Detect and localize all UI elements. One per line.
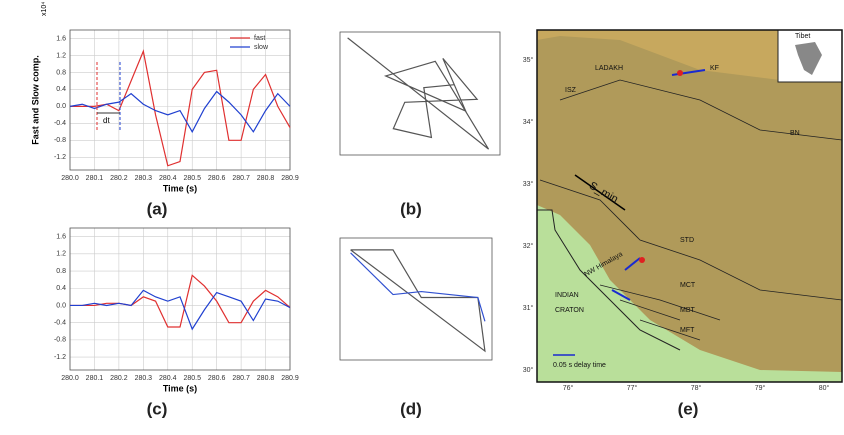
x-tick-label: 280.7 (232, 175, 250, 182)
x-tick-label: 280.7 (232, 375, 250, 382)
y-tick-label: -1.2 (54, 154, 66, 161)
plot-frame (70, 228, 290, 370)
station (639, 257, 645, 263)
map-label: INDIAN (555, 292, 579, 299)
y-tick-label: 0.8 (56, 69, 66, 76)
x-tick-label: 280.3 (135, 375, 153, 382)
series-line (70, 275, 290, 327)
axis-exponent: x10⁴ (41, 2, 48, 16)
lat-label: 35° (523, 56, 534, 64)
panel-caption: (e) (678, 399, 699, 418)
map-label: MBT (680, 307, 696, 314)
map-label: 0.05 s delay time (553, 362, 606, 369)
lat-label: 34° (523, 118, 534, 126)
series-line (351, 250, 485, 351)
lon-label: 77° (627, 384, 638, 392)
x-tick-label: 280.3 (135, 175, 153, 182)
lon-label: 79° (755, 384, 766, 392)
series-line (70, 92, 290, 132)
y-tick-label: -0.8 (54, 137, 66, 144)
lat-label: 30° (523, 366, 534, 374)
y-tick-label: -0.8 (54, 337, 66, 344)
station (677, 70, 683, 76)
x-tick-label: 280.4 (159, 175, 177, 182)
x-tick-label: 280.5 (183, 175, 201, 182)
x-tick-label: 280.8 (257, 375, 275, 382)
panel-caption: (a) (147, 199, 168, 218)
series-line (351, 253, 485, 321)
x-tick-label: 280.6 (208, 175, 226, 182)
annotation: dt (103, 116, 110, 125)
y-tick-label: 1.6 (56, 233, 66, 240)
map-panel: Tibet LADAKH KF ISZ BN S_min STD NW Hima… (537, 30, 842, 418)
lon-label: 80° (819, 384, 830, 392)
x-axis-label: Time (s) (163, 383, 197, 393)
x-tick-label: 280.9 (281, 175, 299, 182)
y-tick-label: 0.8 (56, 268, 66, 275)
map-label: BN (790, 130, 800, 137)
y-tick-label: 0.4 (56, 285, 66, 292)
panel-caption: (b) (400, 199, 422, 218)
series-line (70, 290, 290, 329)
y-tick-label: 0.0 (56, 302, 66, 309)
map-label: MFT (680, 327, 695, 334)
y-tick-label: -0.4 (54, 120, 66, 127)
y-tick-label: -0.4 (54, 320, 66, 327)
y-tick-label: -1.2 (54, 354, 66, 361)
y-tick-label: 0.0 (56, 103, 66, 110)
x-tick-label: 280.9 (281, 375, 299, 382)
y-tick-label: 1.2 (56, 251, 66, 258)
lon-label: 78° (691, 384, 702, 392)
x-tick-label: 280.8 (257, 175, 275, 182)
map-label: MCT (680, 282, 696, 289)
panel-caption: (c) (147, 399, 168, 418)
x-tick-label: 280.1 (86, 175, 104, 182)
series-line (348, 38, 489, 149)
y-tick-label: 1.6 (56, 35, 66, 42)
lat-label: 32° (523, 242, 534, 250)
series-line (70, 51, 290, 166)
map-label: Tibet (795, 33, 810, 40)
figure: Tibet LADAKH KF ISZ BN S_min STD NW Hima… (0, 0, 844, 430)
y-tick-label: 1.2 (56, 52, 66, 59)
map-label: CRATON (555, 307, 584, 314)
x-tick-label: 280.1 (86, 375, 104, 382)
legend-label: fast (254, 35, 265, 42)
y-tick-label: 0.4 (56, 86, 66, 93)
x-tick-label: 280.4 (159, 375, 177, 382)
x-axis-label: Time (s) (163, 183, 197, 193)
lon-label: 76° (563, 384, 574, 392)
x-tick-label: 280.6 (208, 375, 226, 382)
y-axis-label: Fast and Slow comp. (30, 55, 40, 145)
x-tick-label: 280.5 (183, 375, 201, 382)
map-label: ISZ (565, 87, 577, 94)
plot-frame (70, 30, 290, 170)
map-label: STD (680, 237, 694, 244)
x-tick-label: 280.2 (110, 175, 128, 182)
x-tick-label: 280.2 (110, 375, 128, 382)
x-tick-label: 280.0 (61, 175, 79, 182)
lat-label: 33° (523, 180, 534, 188)
lat-label: 31° (523, 304, 534, 312)
panel-caption: (d) (400, 399, 422, 418)
legend-label: slow (254, 44, 269, 51)
map-label: KF (710, 65, 719, 72)
x-tick-label: 280.0 (61, 375, 79, 382)
map-label: LADAKH (595, 65, 623, 72)
